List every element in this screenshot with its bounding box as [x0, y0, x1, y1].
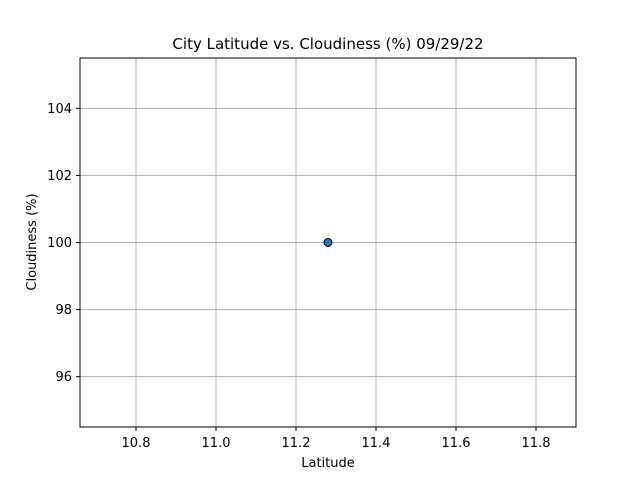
y-axis-label: Cloudiness (%)	[25, 193, 40, 290]
x-tick-label: 11.8	[522, 436, 551, 451]
y-tick-label: 102	[47, 169, 72, 184]
y-tick-label: 100	[47, 236, 72, 251]
x-tick-labels: 10.8 11.0 11.2 11.4 11.6 11.8	[122, 436, 551, 451]
tick-marks	[76, 107, 537, 431]
x-axis-label: Latitude	[301, 456, 355, 471]
scatter-point	[323, 238, 333, 247]
y-tick-label: 98	[55, 303, 72, 318]
y-tick-labels: 96 98 100 102 104	[47, 102, 72, 385]
data-points	[323, 238, 333, 247]
x-tick-label: 11.2	[282, 436, 311, 451]
x-tick-label: 11.6	[442, 436, 471, 451]
plot-area-frame	[79, 57, 577, 428]
y-tick-label: 96	[55, 370, 72, 385]
x-tick-label: 11.4	[362, 436, 391, 451]
x-tick-label: 11.0	[202, 436, 231, 451]
chart-title: City Latitude vs. Cloudiness (%) 09/29/2…	[172, 35, 483, 53]
x-tick-label: 10.8	[122, 436, 151, 451]
y-tick-label: 104	[47, 102, 72, 117]
